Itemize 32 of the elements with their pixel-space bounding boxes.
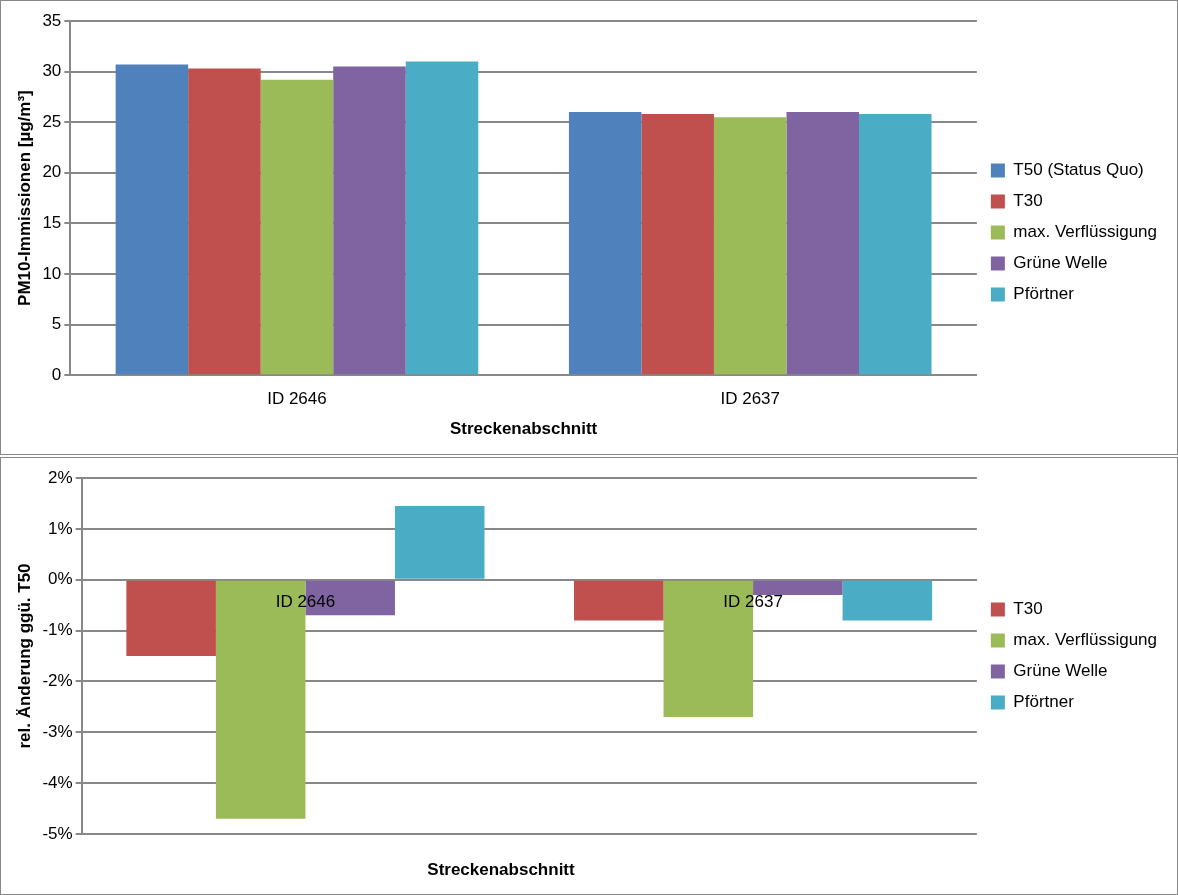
- y-tick-label: 0: [51, 364, 62, 384]
- x-tick-label: ID 2637: [720, 389, 780, 409]
- y-tick-label: -2%: [42, 671, 73, 691]
- y-tick-label: 5: [51, 314, 62, 334]
- legend-label: max. Verflüssigung: [1013, 222, 1158, 242]
- legend-label: T30: [1013, 191, 1043, 211]
- legend-label: T30: [1013, 599, 1043, 619]
- x-tick-label: ID 2646: [275, 591, 336, 611]
- y-axis-title: PM10-Immissionen [µg/m³]: [14, 90, 34, 306]
- y-tick-label: 1%: [48, 518, 73, 538]
- legend-label: Pförtner: [1013, 284, 1075, 304]
- legend-label: Grüne Welle: [1013, 661, 1108, 681]
- y-tick-label: 25: [42, 111, 62, 131]
- y-tick-label: 35: [42, 10, 62, 30]
- y-tick-label: -3%: [42, 721, 73, 741]
- y-tick-label: -5%: [42, 823, 73, 843]
- legend-label: max. Verflüssigung: [1013, 630, 1158, 650]
- legend-label: Grüne Welle: [1013, 253, 1108, 273]
- y-tick-label: 15: [42, 213, 62, 233]
- y-tick-label: 20: [42, 162, 62, 182]
- x-axis-title: Streckenabschnitt: [426, 860, 576, 880]
- x-tick-label: ID 2646: [267, 389, 327, 409]
- y-tick-label: 0%: [48, 569, 73, 589]
- legend-label: T50 (Status Quo): [1013, 160, 1144, 180]
- x-axis-title: Streckenabschnitt: [449, 419, 598, 439]
- y-tick-label: 10: [42, 263, 62, 283]
- y-tick-label: 30: [42, 61, 62, 81]
- y-tick-label: -1%: [42, 620, 73, 640]
- y-axis-title: rel. Änderung ggü. T50: [14, 563, 34, 749]
- y-tick-label: -4%: [42, 772, 73, 792]
- y-tick-label: 2%: [48, 467, 73, 487]
- legend-label: Pförtner: [1013, 692, 1075, 712]
